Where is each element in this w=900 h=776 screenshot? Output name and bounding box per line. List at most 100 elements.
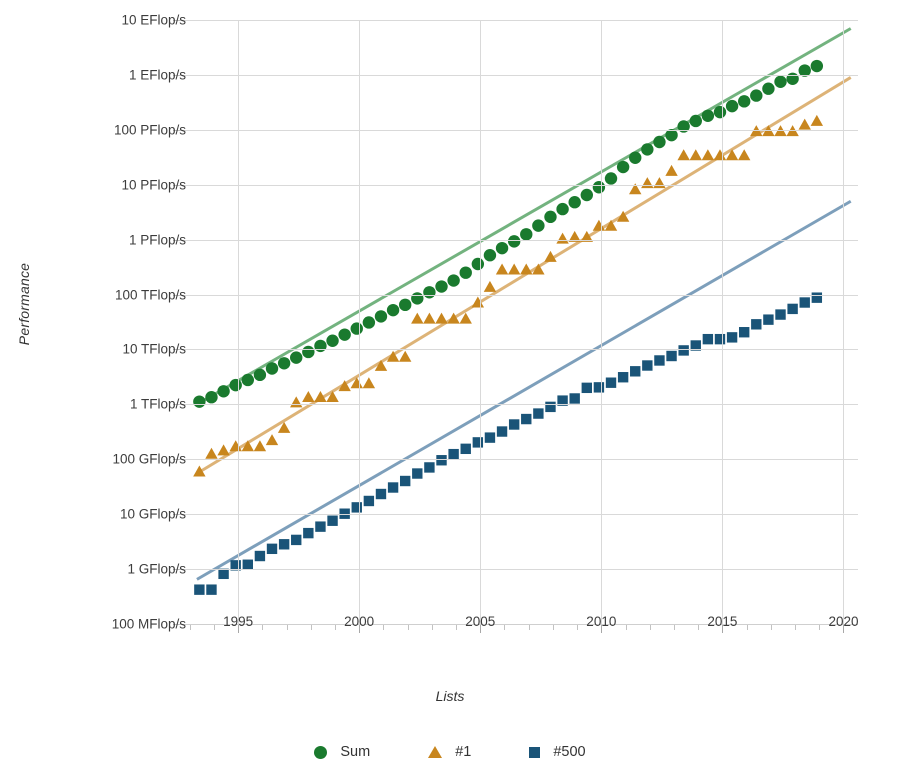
data-point-rank500	[690, 340, 701, 351]
data-point-rank1	[314, 391, 327, 403]
data-point-rank500	[339, 508, 350, 519]
data-point-rank500	[460, 443, 471, 455]
data-point-rank1	[447, 312, 460, 324]
data-point-rank1	[532, 263, 545, 275]
y-gridline	[180, 239, 858, 241]
y-tick-mark	[173, 514, 180, 516]
data-point-rank1	[556, 232, 569, 244]
data-point-sum	[253, 368, 267, 382]
data-point-sum	[737, 95, 751, 108]
data-point-rank500	[751, 319, 762, 330]
data-point-rank500	[557, 395, 568, 406]
data-point-rank500	[266, 543, 278, 555]
data-point-sum	[544, 210, 557, 224]
x-tick-label: 2000	[344, 614, 375, 629]
data-point-rank1	[665, 164, 678, 176]
x-gridline	[480, 20, 482, 624]
data-point-rank500	[508, 419, 520, 430]
data-point-rank1	[737, 149, 751, 161]
x-tick-mark-minor	[649, 624, 651, 630]
x-tick-mark-minor	[528, 624, 530, 630]
x-tick-mark-minor	[213, 624, 215, 630]
data-point-sum	[217, 385, 230, 398]
y-tick-label: 10 TFlop/s	[122, 341, 186, 357]
x-tick-mark-minor	[407, 624, 409, 630]
y-tick-mark	[173, 624, 180, 625]
y-gridline	[180, 184, 858, 186]
y-tick-mark	[173, 74, 180, 76]
data-point-rank1	[423, 312, 436, 324]
legend-item-rank1[interactable]: #1	[428, 744, 471, 760]
data-point-rank500	[811, 292, 823, 303]
data-point-sum	[653, 135, 666, 149]
data-point-rank500	[714, 333, 726, 345]
legend-label: #1	[455, 744, 472, 760]
data-point-sum	[701, 109, 715, 123]
data-point-sum	[229, 378, 242, 392]
data-point-rank1	[435, 312, 448, 324]
chart-legend: Sum #1 #500	[0, 744, 900, 760]
data-point-rank500	[545, 401, 556, 413]
data-point-rank1	[459, 312, 472, 324]
data-point-rank1	[290, 396, 303, 408]
x-tick-mark-minor	[456, 624, 458, 630]
data-point-sum	[338, 328, 351, 341]
data-point-sum	[398, 298, 412, 312]
x-tick-mark-major	[722, 624, 724, 633]
data-point-rank500	[642, 360, 653, 371]
data-point-sum	[362, 316, 376, 329]
data-point-rank500	[496, 426, 508, 437]
data-point-rank500	[327, 515, 338, 526]
x-tick-label: 2020	[828, 614, 859, 629]
y-tick-label: 1 PFlop/s	[128, 232, 186, 248]
data-point-rank500	[472, 437, 484, 448]
data-point-rank500	[787, 303, 798, 315]
data-point-rank1	[193, 465, 206, 477]
data-point-sum	[350, 322, 363, 335]
data-point-rank500	[375, 488, 387, 500]
data-point-rank1	[411, 312, 424, 324]
data-point-sum	[520, 228, 533, 241]
x-gridline	[601, 20, 603, 624]
x-gridline	[359, 20, 361, 624]
x-tick-mark-major	[359, 624, 361, 633]
data-point-rank1	[386, 350, 400, 362]
data-point-rank500	[218, 568, 229, 580]
data-point-rank1	[653, 177, 666, 189]
x-tick-mark-minor	[431, 624, 433, 630]
data-point-sum	[386, 303, 400, 317]
data-point-rank1	[701, 149, 715, 161]
x-tick-mark-minor	[625, 624, 627, 630]
data-point-rank1	[544, 250, 557, 262]
data-point-rank500	[230, 560, 241, 571]
data-point-rank1	[520, 263, 533, 275]
x-tick-mark-minor	[189, 624, 191, 630]
data-point-rank500	[654, 355, 665, 366]
data-point-sum	[810, 59, 824, 73]
data-point-rank1	[641, 177, 654, 189]
y-tick-label: 1 GFlop/s	[127, 561, 186, 577]
legend-item-sum[interactable]: Sum	[314, 744, 370, 760]
data-point-rank500	[303, 527, 314, 539]
data-point-rank500	[194, 584, 205, 595]
data-point-rank1	[810, 114, 824, 126]
y-tick-mark	[173, 404, 180, 406]
data-point-sum	[641, 143, 654, 156]
x-tick-mark-major	[480, 624, 482, 633]
x-tick-label: 2015	[707, 614, 738, 629]
data-point-sum	[290, 351, 303, 364]
data-point-rank500	[569, 393, 580, 404]
y-tick-mark	[173, 239, 180, 241]
legend-marker-circle-icon	[314, 745, 328, 759]
y-gridline	[180, 404, 858, 406]
x-tick-mark-minor	[334, 624, 336, 630]
y-tick-mark	[173, 569, 180, 571]
y-tick-mark	[173, 20, 180, 21]
data-point-sum	[762, 82, 775, 95]
legend-item-rank500[interactable]: #500	[529, 744, 586, 760]
data-point-rank500	[533, 408, 544, 419]
x-gridline	[843, 20, 845, 624]
data-point-rank500	[387, 482, 399, 493]
data-point-sum	[713, 105, 727, 119]
